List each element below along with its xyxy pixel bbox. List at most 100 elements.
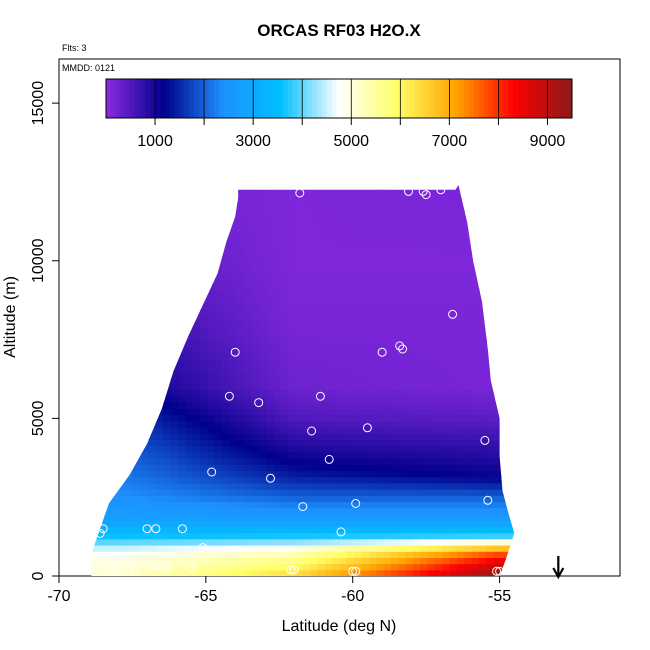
heatmap-cell <box>449 290 458 298</box>
heatmap-cell <box>464 420 473 428</box>
heatmap-cell <box>427 371 436 378</box>
heatmap-cell <box>324 377 333 385</box>
heatmap-cell <box>324 470 333 478</box>
heatmap-cell <box>199 315 208 323</box>
heatmap-cell <box>398 321 407 329</box>
heatmap-cell <box>236 544 245 552</box>
heatmap-cell <box>464 284 473 292</box>
heatmap-cell <box>464 551 473 558</box>
heatmap-cell <box>295 309 304 316</box>
heatmap-cell <box>83 334 91 341</box>
heatmap-cell <box>229 185 238 192</box>
heatmap-cell <box>244 315 252 323</box>
heatmap-cell <box>442 439 451 447</box>
heatmap-cell <box>126 396 135 403</box>
heatmap-cell <box>141 216 150 223</box>
heatmap-cell <box>126 551 135 558</box>
heatmap-cell <box>456 439 465 447</box>
heatmap-cell <box>185 371 194 378</box>
heatmap-cell <box>310 451 319 459</box>
heatmap-cell <box>310 383 319 391</box>
heatmap-cell <box>119 309 128 316</box>
heatmap-cell <box>97 389 106 397</box>
heatmap-cell <box>251 352 260 360</box>
heatmap-cell <box>97 557 106 565</box>
heatmap-cell <box>456 327 465 335</box>
heatmap-cell <box>155 234 164 242</box>
heatmap-cell <box>479 296 487 304</box>
heatmap-cell <box>258 507 267 515</box>
heatmap-cell <box>456 557 465 565</box>
heatmap-cell <box>170 309 179 316</box>
heatmap-cell <box>141 532 150 540</box>
heatmap-cell <box>141 470 150 478</box>
heatmap-cell <box>214 321 223 329</box>
heatmap-cell <box>177 228 186 236</box>
sample-point <box>324 454 334 464</box>
heatmap-cell <box>251 420 260 428</box>
heatmap-cell <box>111 222 120 230</box>
heatmap-cell <box>434 209 443 217</box>
heatmap-cell <box>199 185 208 186</box>
heatmap-cell <box>199 302 208 310</box>
heatmap-cell <box>251 191 260 199</box>
heatmap-cell <box>302 557 311 565</box>
heatmap-cell <box>412 507 421 515</box>
heatmap-cell <box>456 433 465 441</box>
heatmap-cell <box>251 445 260 453</box>
heatmap-cell <box>501 209 509 217</box>
heatmap-cell <box>258 296 267 304</box>
heatmap-cell <box>83 297 91 304</box>
heatmap-cell <box>214 265 223 273</box>
heatmap-cell <box>104 495 113 503</box>
heatmap-cell <box>222 420 230 428</box>
heatmap-cell <box>449 284 458 292</box>
heatmap-cell <box>442 216 451 223</box>
heatmap-cell <box>361 532 370 540</box>
heatmap-cell <box>405 538 414 546</box>
heatmap-cell <box>258 563 267 571</box>
heatmap-cell <box>427 203 436 211</box>
heatmap-cell <box>222 563 230 571</box>
heatmap-cell <box>516 508 524 515</box>
heatmap-cell <box>111 526 120 534</box>
heatmap-cell <box>383 265 392 273</box>
heatmap-cell <box>280 427 289 434</box>
heatmap-cell <box>516 514 524 521</box>
heatmap-cell <box>324 191 333 199</box>
heatmap-cell <box>229 538 238 546</box>
heatmap-cell <box>104 377 113 385</box>
heatmap-cell <box>170 321 179 329</box>
heatmap-cell <box>332 191 341 199</box>
heatmap-cell <box>141 569 150 576</box>
heatmap-cell <box>163 371 172 378</box>
heatmap-cell <box>339 526 348 534</box>
heatmap-cell <box>317 377 326 385</box>
heatmap-cell <box>493 197 502 205</box>
heatmap-cell <box>251 427 260 434</box>
heatmap-cell <box>368 358 377 366</box>
heatmap-cell <box>390 346 399 354</box>
heatmap-cell <box>163 228 172 236</box>
heatmap-cell <box>111 191 120 199</box>
heatmap-cell <box>104 203 113 211</box>
heatmap-cell <box>434 557 443 565</box>
heatmap-cell <box>170 228 179 236</box>
heatmap-cell <box>207 495 216 503</box>
heatmap-cell <box>368 185 377 192</box>
heatmap-cell <box>133 396 142 403</box>
heatmap-cell <box>420 364 429 372</box>
heatmap-cell <box>119 458 128 465</box>
heatmap-cell <box>427 383 436 391</box>
heatmap-cell <box>207 185 216 192</box>
heatmap-cell <box>390 371 399 378</box>
heatmap-cell <box>192 228 201 236</box>
heatmap-cell <box>280 222 289 230</box>
heatmap-cell <box>119 482 128 490</box>
heatmap-cell <box>177 451 186 459</box>
heatmap-cell <box>405 451 414 459</box>
heatmap-cell <box>91 185 98 192</box>
heatmap-cell <box>91 408 98 416</box>
heatmap-cell <box>449 234 458 242</box>
heatmap-cell <box>236 458 245 465</box>
